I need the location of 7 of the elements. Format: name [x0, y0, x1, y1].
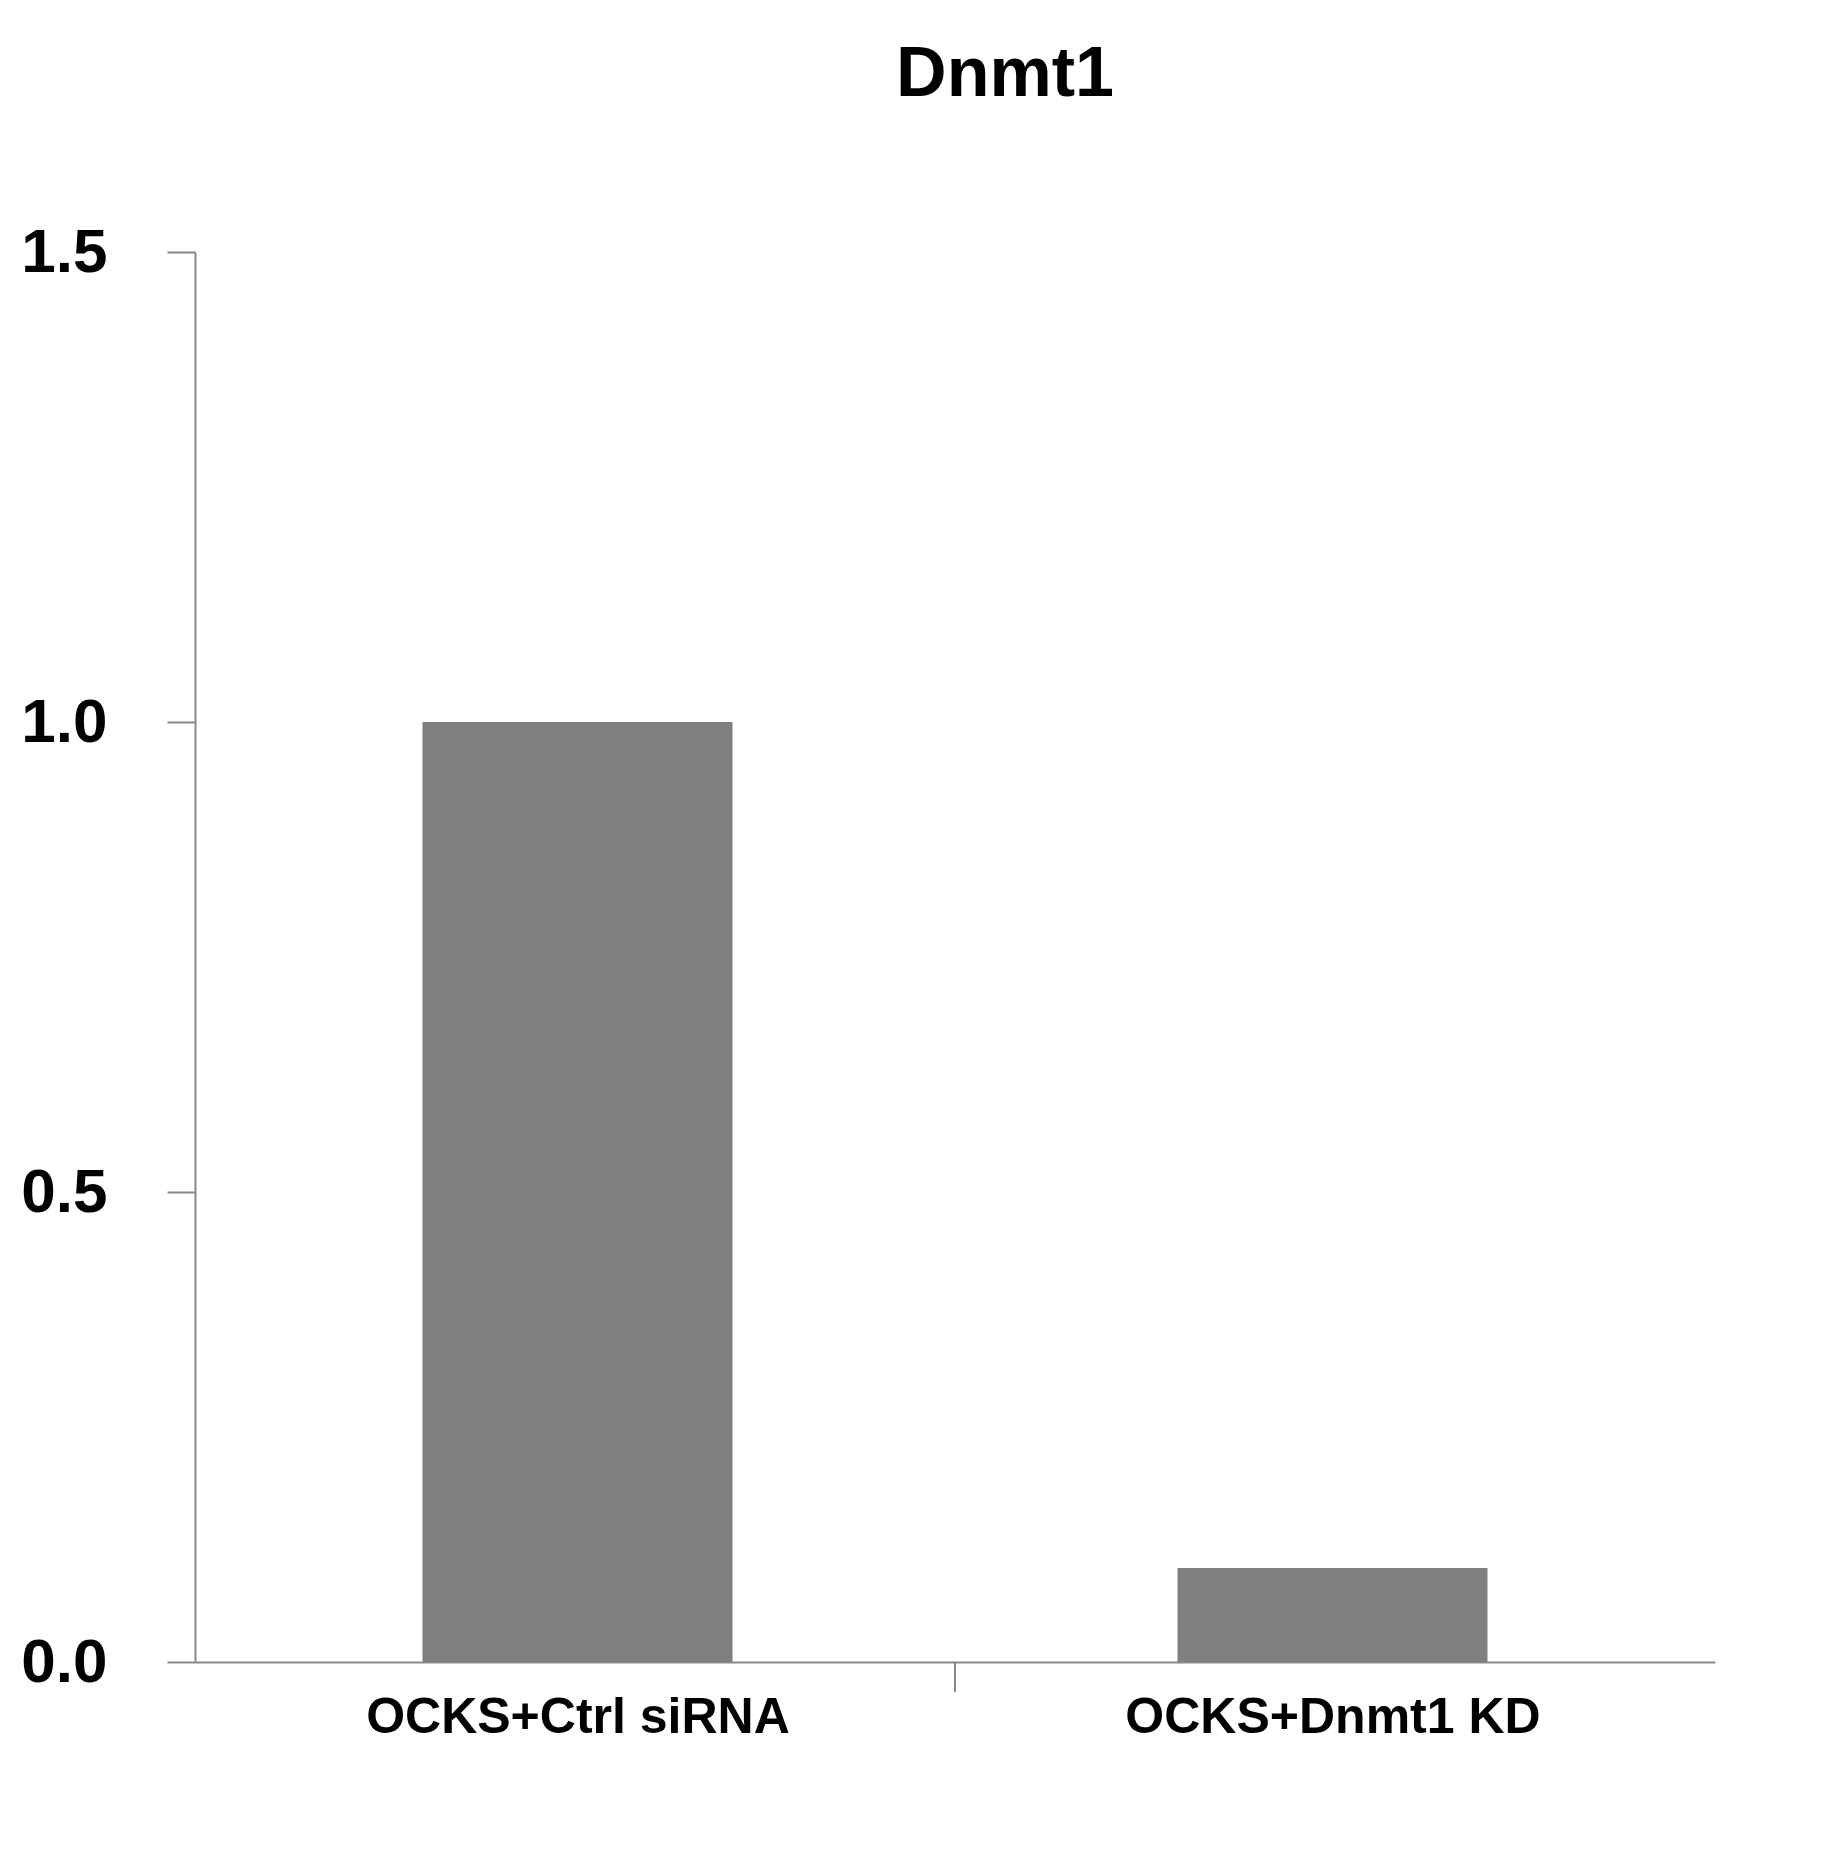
- chart-title: Dnmt1: [896, 33, 1114, 111]
- x-tick-label: OCKS+Dnmt1 KD: [1125, 1687, 1541, 1744]
- y-tick-label: 0.0: [21, 1625, 108, 1695]
- y-tick-label: 1.5: [21, 215, 108, 285]
- y-tick-label: 1.0: [21, 685, 108, 755]
- y-tick-label: 0.5: [21, 1155, 108, 1225]
- x-tick-label: OCKS+Ctrl siRNA: [366, 1687, 790, 1744]
